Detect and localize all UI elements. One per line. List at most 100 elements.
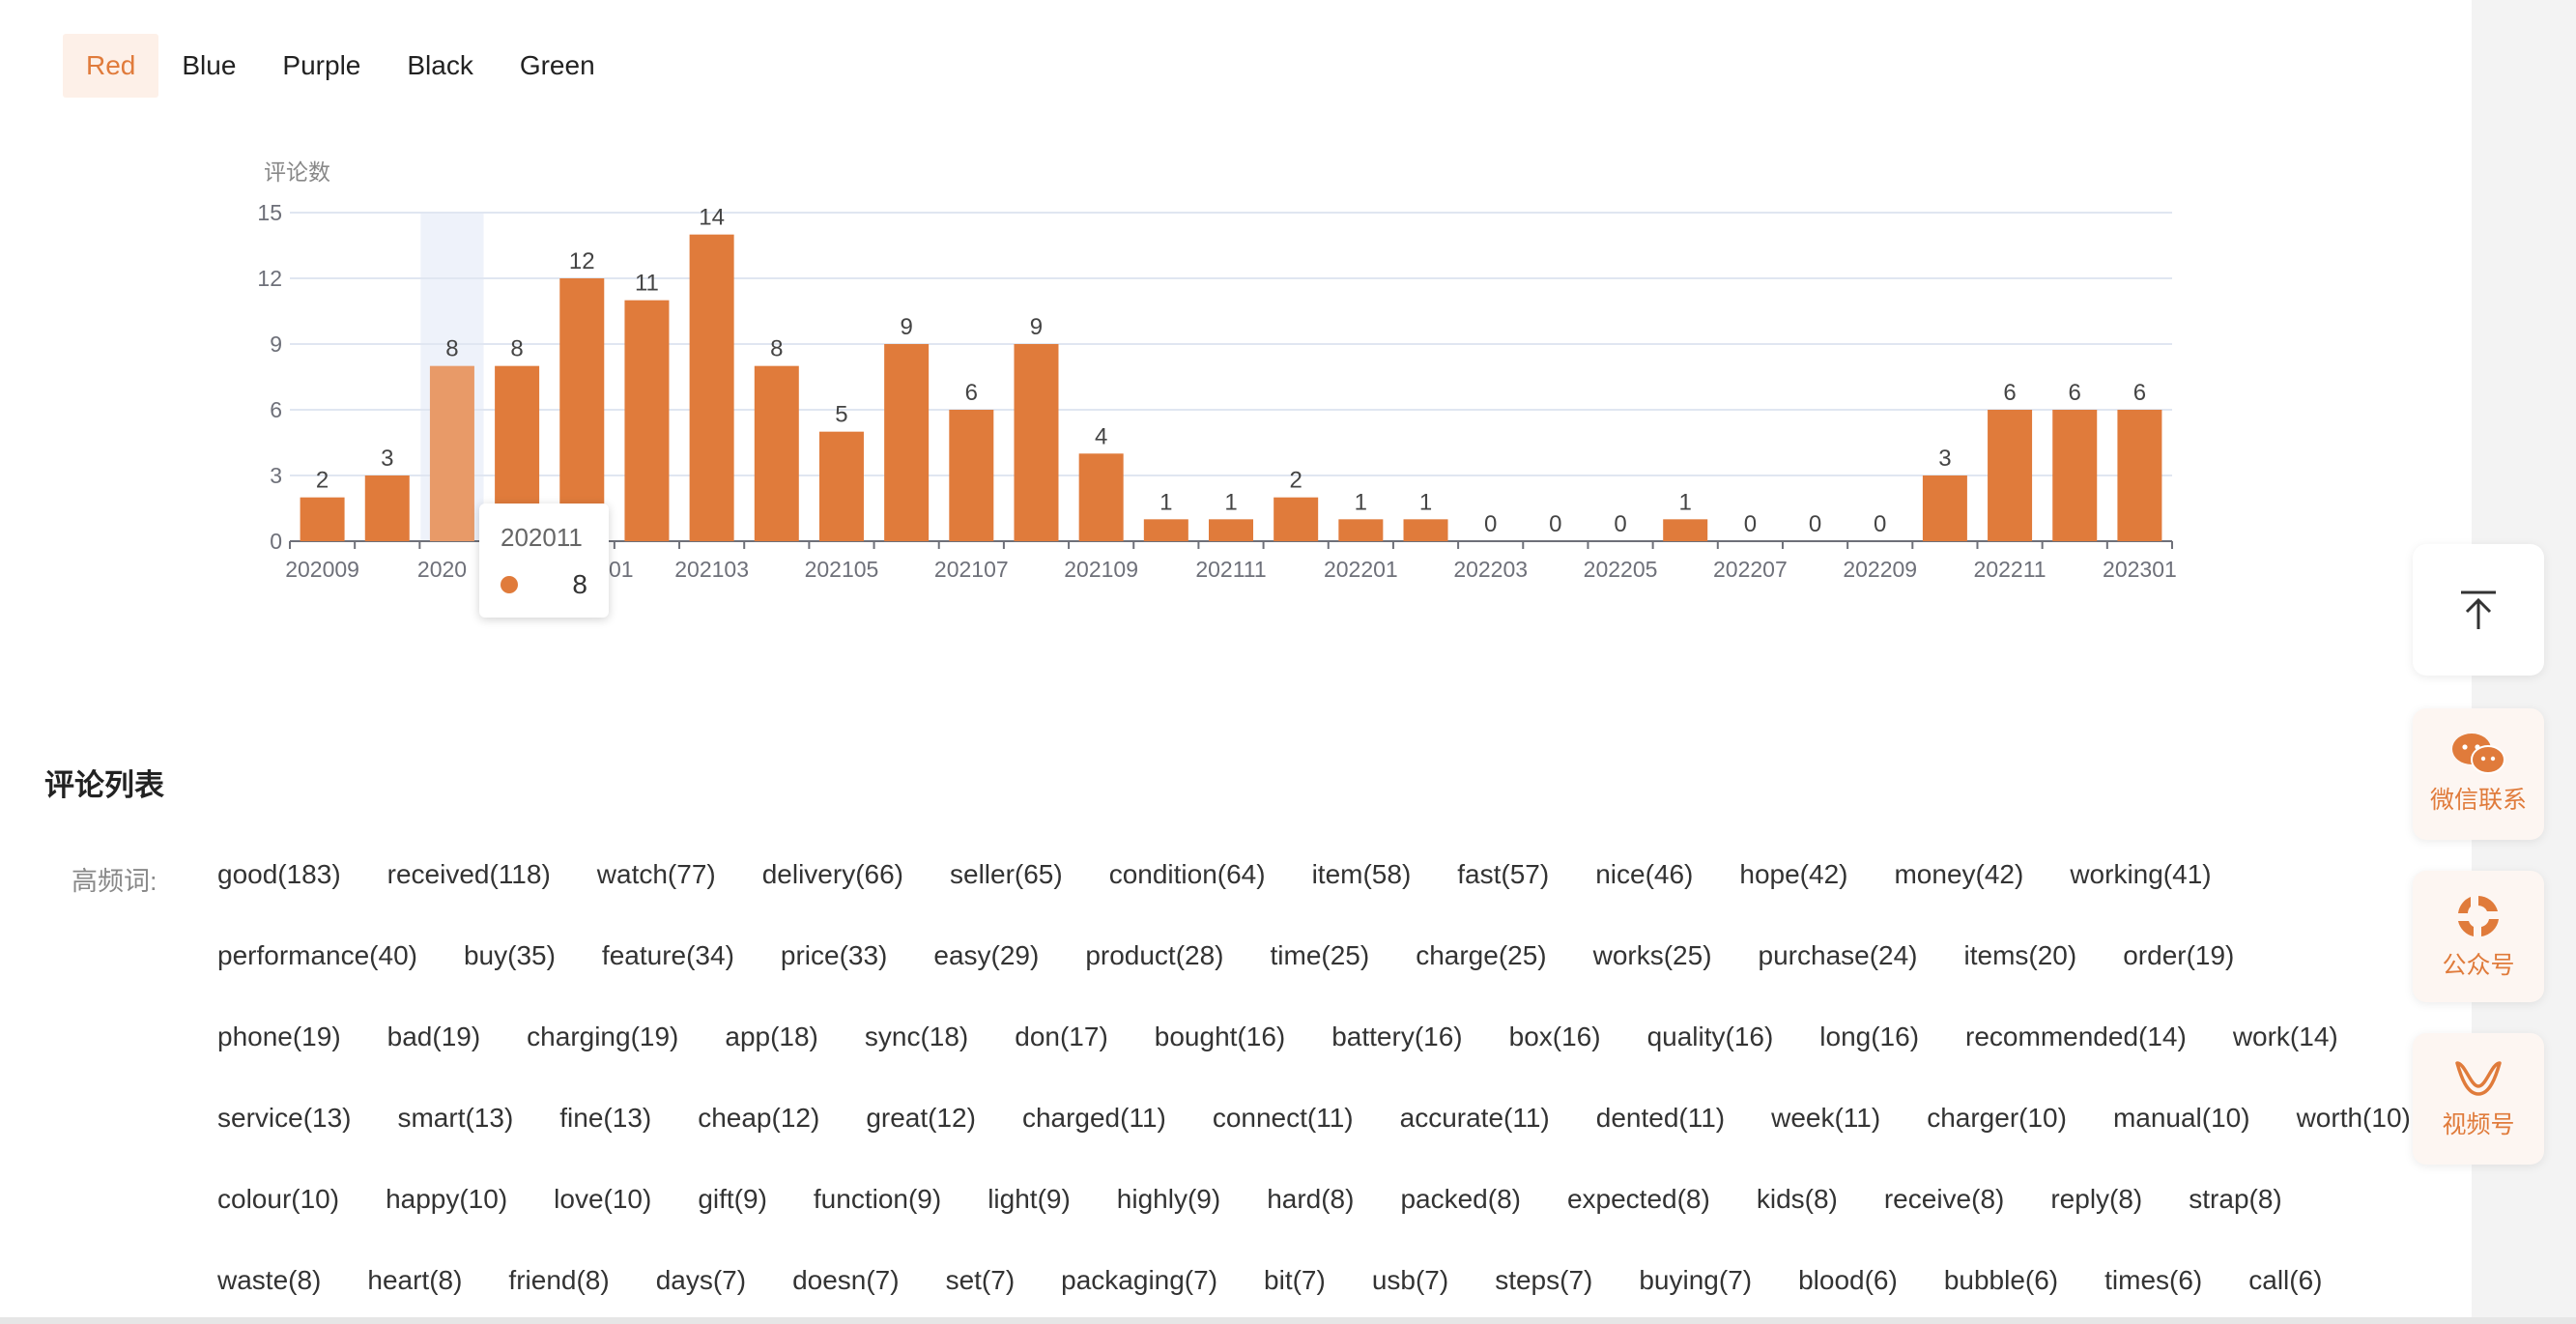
keyword-item[interactable]: light(9) bbox=[987, 1184, 1071, 1214]
keyword-item[interactable]: times(6) bbox=[2104, 1265, 2203, 1295]
keyword-item[interactable]: fine(13) bbox=[559, 1103, 652, 1133]
chart-bar[interactable] bbox=[300, 497, 345, 541]
keyword-item[interactable]: delivery(66) bbox=[761, 859, 903, 889]
keyword-item[interactable]: expected(8) bbox=[1566, 1184, 1710, 1214]
chart-bar[interactable] bbox=[2052, 410, 2098, 541]
keyword-item[interactable]: recommended(14) bbox=[1965, 1022, 2187, 1051]
keyword-item[interactable]: kids(8) bbox=[1756, 1184, 1838, 1214]
chart-bar[interactable] bbox=[689, 234, 734, 541]
keyword-item[interactable]: bad(19) bbox=[386, 1022, 481, 1051]
keyword-item[interactable]: don(17) bbox=[1015, 1022, 1108, 1051]
keyword-item[interactable]: hope(42) bbox=[1739, 859, 1848, 889]
chart-bar[interactable] bbox=[559, 278, 605, 541]
keyword-item[interactable]: love(10) bbox=[554, 1184, 652, 1214]
chart-bar[interactable] bbox=[1143, 519, 1188, 541]
keyword-item[interactable]: reply(8) bbox=[2050, 1184, 2143, 1214]
keyword-item[interactable]: friend(8) bbox=[508, 1265, 610, 1295]
keyword-item[interactable]: purchase(24) bbox=[1758, 940, 1918, 970]
keyword-item[interactable]: performance(40) bbox=[217, 940, 417, 970]
chart-bar[interactable] bbox=[1403, 519, 1448, 541]
keyword-item[interactable]: bubble(6) bbox=[1943, 1265, 2059, 1295]
chart-bar[interactable] bbox=[884, 344, 930, 541]
keyword-item[interactable]: easy(29) bbox=[933, 940, 1040, 970]
chart-bar[interactable] bbox=[624, 300, 670, 541]
tab-purple[interactable]: Purple bbox=[282, 50, 361, 80]
back-to-top-button[interactable] bbox=[2413, 544, 2544, 676]
keyword-item[interactable]: days(7) bbox=[655, 1265, 747, 1295]
chart-bar[interactable] bbox=[429, 365, 474, 541]
keyword-item[interactable]: fast(57) bbox=[1457, 859, 1550, 889]
chart-bar[interactable] bbox=[949, 410, 994, 541]
keyword-item[interactable]: product(28) bbox=[1085, 940, 1224, 970]
keyword-item[interactable]: feature(34) bbox=[601, 940, 734, 970]
keyword-item[interactable]: manual(10) bbox=[2112, 1103, 2250, 1133]
keyword-item[interactable]: service(13) bbox=[217, 1103, 352, 1133]
keyword-item[interactable]: bought(16) bbox=[1154, 1022, 1286, 1051]
keyword-item[interactable]: seller(65) bbox=[950, 859, 1063, 889]
keyword-item[interactable]: money(42) bbox=[1894, 859, 2024, 889]
keyword-item[interactable]: work(14) bbox=[2232, 1022, 2338, 1051]
keyword-item[interactable]: sync(18) bbox=[864, 1022, 969, 1051]
chart-bar[interactable] bbox=[1663, 519, 1708, 541]
tab-blue[interactable]: Blue bbox=[182, 50, 237, 80]
keyword-item[interactable]: happy(10) bbox=[386, 1184, 508, 1214]
keyword-item[interactable]: item(58) bbox=[1311, 859, 1412, 889]
chart-bar[interactable] bbox=[2117, 410, 2162, 541]
keyword-item[interactable]: bit(7) bbox=[1264, 1265, 1326, 1295]
keyword-item[interactable]: items(20) bbox=[1963, 940, 2077, 970]
keyword-item[interactable]: packed(8) bbox=[1400, 1184, 1521, 1214]
keyword-item[interactable]: works(25) bbox=[1592, 940, 1712, 970]
keyword-item[interactable]: charger(10) bbox=[1927, 1103, 2067, 1133]
keyword-item[interactable]: received(118) bbox=[386, 859, 551, 889]
keyword-item[interactable]: receive(8) bbox=[1883, 1184, 2005, 1214]
keyword-item[interactable]: colour(10) bbox=[217, 1184, 340, 1214]
keyword-item[interactable]: charged(11) bbox=[1021, 1103, 1166, 1133]
keyword-item[interactable]: highly(9) bbox=[1116, 1184, 1221, 1214]
keyword-item[interactable]: battery(16) bbox=[1331, 1022, 1463, 1051]
keyword-item[interactable]: time(25) bbox=[1270, 940, 1370, 970]
keyword-item[interactable]: call(6) bbox=[2248, 1265, 2323, 1295]
keyword-item[interactable]: packaging(7) bbox=[1061, 1265, 1218, 1295]
keyword-item[interactable]: buying(7) bbox=[1639, 1265, 1753, 1295]
chart-bar[interactable] bbox=[1274, 497, 1319, 541]
keyword-item[interactable]: set(7) bbox=[945, 1265, 1016, 1295]
keyword-item[interactable]: blood(6) bbox=[1798, 1265, 1898, 1295]
tab-red[interactable]: Red bbox=[63, 34, 159, 98]
chart-bar[interactable] bbox=[1338, 519, 1384, 541]
keyword-item[interactable]: watch(77) bbox=[596, 859, 716, 889]
keyword-item[interactable]: nice(46) bbox=[1595, 859, 1694, 889]
tab-green[interactable]: Green bbox=[519, 50, 595, 80]
keyword-item[interactable]: connect(11) bbox=[1212, 1103, 1354, 1133]
keyword-item[interactable]: gift(9) bbox=[698, 1184, 767, 1214]
keyword-item[interactable]: order(19) bbox=[2123, 940, 2235, 970]
keyword-item[interactable]: steps(7) bbox=[1495, 1265, 1593, 1295]
keyword-item[interactable]: quality(16) bbox=[1646, 1022, 1774, 1051]
keyword-item[interactable]: condition(64) bbox=[1108, 859, 1266, 889]
keyword-item[interactable]: price(33) bbox=[780, 940, 888, 970]
chart-bar[interactable] bbox=[1922, 475, 1967, 541]
keyword-item[interactable]: worth(10) bbox=[2296, 1103, 2411, 1133]
official-account-button[interactable]: 公众号 bbox=[2413, 871, 2544, 1002]
keyword-item[interactable]: waste(8) bbox=[217, 1265, 322, 1295]
keyword-item[interactable]: doesn(7) bbox=[792, 1265, 900, 1295]
keyword-item[interactable]: usb(7) bbox=[1371, 1265, 1449, 1295]
keyword-item[interactable]: hard(8) bbox=[1267, 1184, 1355, 1214]
chart-bar[interactable] bbox=[1988, 410, 2033, 541]
keyword-item[interactable]: dented(11) bbox=[1595, 1103, 1726, 1133]
keyword-item[interactable]: heart(8) bbox=[367, 1265, 463, 1295]
keyword-item[interactable]: week(11) bbox=[1771, 1103, 1881, 1133]
keyword-item[interactable]: box(16) bbox=[1508, 1022, 1601, 1051]
keyword-item[interactable]: app(18) bbox=[725, 1022, 818, 1051]
keyword-item[interactable]: good(183) bbox=[217, 859, 341, 889]
keyword-item[interactable]: great(12) bbox=[866, 1103, 976, 1133]
keyword-item[interactable]: buy(35) bbox=[463, 940, 556, 970]
chart-bar[interactable] bbox=[1078, 453, 1124, 541]
keyword-item[interactable]: charge(25) bbox=[1416, 940, 1547, 970]
video-channel-button[interactable]: 视频号 bbox=[2413, 1033, 2544, 1165]
tab-black[interactable]: Black bbox=[407, 50, 473, 80]
keyword-item[interactable]: long(16) bbox=[1819, 1022, 1920, 1051]
keyword-item[interactable]: charging(19) bbox=[527, 1022, 679, 1051]
wechat-contact-button[interactable]: 微信联系 bbox=[2413, 708, 2544, 840]
keyword-item[interactable]: strap(8) bbox=[2189, 1184, 2282, 1214]
chart-bar[interactable] bbox=[754, 365, 799, 541]
